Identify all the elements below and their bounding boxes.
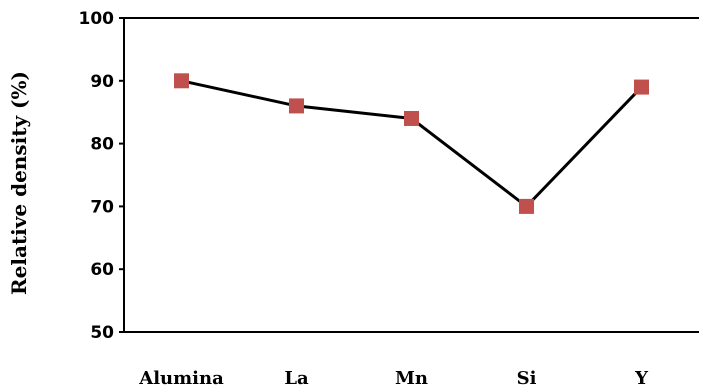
y-tick-labels: 100 90 80 70 60 50 — [79, 9, 115, 343]
x-tick-label: Alumina — [138, 368, 224, 389]
series-line — [181, 79, 643, 209]
data-point-marker — [634, 79, 649, 95]
y-tick-label: 70 — [90, 197, 114, 217]
y-tick-label: 60 — [90, 260, 114, 280]
x-tick-label: Si — [517, 368, 537, 389]
data-point-marker — [519, 198, 534, 214]
y-axis-label: Relative density (%) — [7, 71, 31, 295]
data-point-marker — [174, 73, 189, 89]
y-tick-label: 50 — [90, 323, 114, 343]
y-tick-label: 80 — [90, 135, 114, 155]
x-tick-label: La — [284, 368, 309, 389]
x-tick-label: Y — [634, 368, 649, 389]
y-tick-label: 100 — [79, 9, 115, 29]
axes — [119, 17, 699, 333]
x-tick-label: Mn — [395, 368, 428, 389]
x-tick-labels: Alumina La Mn Si Y — [138, 368, 649, 389]
data-point-marker — [404, 110, 419, 126]
series — [174, 73, 649, 214]
y-tick-label: 90 — [90, 72, 114, 92]
data-point-marker — [289, 98, 304, 114]
